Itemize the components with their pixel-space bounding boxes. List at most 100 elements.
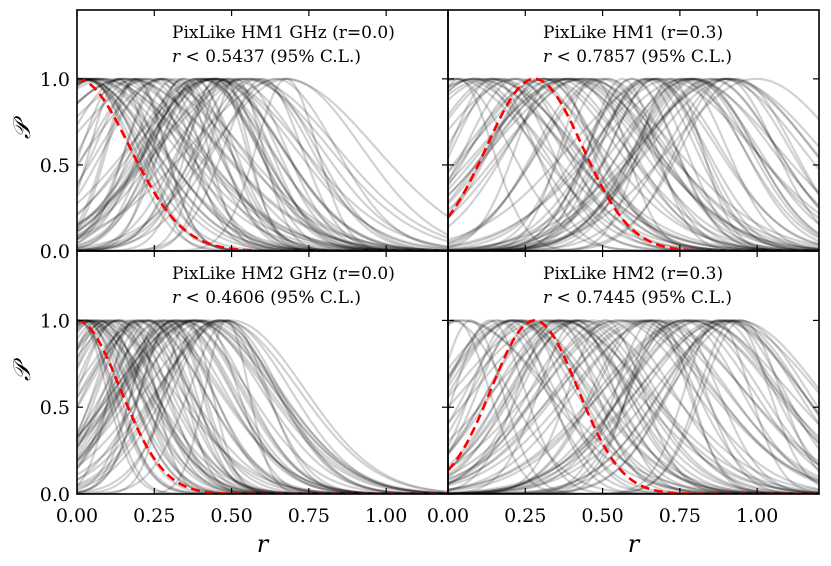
- realization-line: [448, 319, 819, 491]
- panel-bottom-left: 0.00 0.25 0.50 0.75 1.00 0.0 0.5 1.0 PixLike HM2…: [8, 250, 449, 558]
- realization-line: [77, 319, 448, 494]
- realization-line: [448, 319, 819, 494]
- realization-line: [77, 319, 448, 494]
- x-tick-label: 0.25: [504, 505, 546, 527]
- realization-line: [77, 319, 448, 494]
- realization-line: [77, 319, 448, 494]
- realization-line: [448, 319, 819, 494]
- realization-line: [77, 319, 448, 494]
- realization-line: [448, 77, 819, 251]
- realization-line: [448, 319, 819, 494]
- realization-line: [448, 77, 819, 251]
- realization-line: [448, 77, 819, 251]
- x-axis-label: r: [257, 530, 270, 558]
- realization-line: [77, 77, 448, 251]
- realization-line: [448, 77, 819, 251]
- realization-line: [77, 77, 448, 251]
- realization-line: [77, 319, 448, 494]
- realization-line: [77, 77, 448, 250]
- realization-line: [77, 319, 448, 494]
- realization-line: [448, 77, 819, 251]
- realization-line: [448, 77, 819, 251]
- realization-line: [77, 77, 448, 251]
- realization-line: [77, 77, 448, 251]
- realization-line: [448, 319, 819, 480]
- x-tick-label: 0.00: [56, 505, 98, 527]
- y-tick-label: 1.0: [40, 310, 70, 332]
- realization-line: [448, 319, 819, 491]
- realization-line: [448, 77, 819, 251]
- panel-top-right: PixLike HM1 (r=0.3) r < 0.7857 (95% C.L.): [447, 9, 820, 252]
- realization-line: [77, 77, 448, 251]
- realization-line: [448, 77, 819, 241]
- y-tick-label: 0.5: [40, 155, 70, 177]
- realization-line: [448, 319, 819, 494]
- realization-line: [77, 319, 448, 494]
- realization-line: [448, 319, 819, 493]
- realization-line: [77, 319, 448, 494]
- realization-line: [77, 77, 448, 251]
- realization-line: [448, 77, 819, 251]
- realization-line: [77, 319, 448, 494]
- y-axis-label: 𝒫: [8, 115, 36, 139]
- limit-variable: r: [172, 288, 181, 308]
- y-tick-label: 1.0: [40, 69, 70, 91]
- realization-line: [448, 319, 819, 494]
- realization-line: [448, 319, 819, 494]
- realization-line: [448, 319, 819, 494]
- realization-line: [77, 77, 448, 239]
- limit-variable: r: [172, 47, 181, 67]
- x-tick-label: 0.50: [210, 505, 252, 527]
- realization-line: [448, 77, 819, 251]
- y-tick-label: 0.0: [40, 484, 70, 506]
- x-tick-label: 0.25: [133, 505, 175, 527]
- realization-line: [448, 319, 819, 494]
- realization-line: [77, 77, 448, 251]
- realization-line: [448, 319, 819, 494]
- realization-line: [77, 77, 448, 251]
- x-tick-label: 1.00: [365, 505, 407, 527]
- realization-line: [77, 319, 448, 494]
- realization-line: [448, 319, 819, 494]
- mean-posterior-line: [448, 319, 819, 494]
- realization-line: [448, 77, 819, 251]
- limit-variable: r: [543, 47, 552, 67]
- limit-variable: r: [543, 288, 552, 308]
- realization-line: [448, 77, 819, 251]
- x-axis-label: r: [628, 530, 641, 558]
- realization-line: [448, 319, 819, 494]
- realization-line: [448, 319, 819, 494]
- realization-line: [77, 77, 448, 251]
- realization-line: [448, 319, 819, 487]
- realization-line: [77, 319, 448, 494]
- x-tick-label: 0.75: [659, 505, 701, 527]
- realization-line: [448, 319, 819, 494]
- plot-area: [77, 77, 448, 251]
- realization-line: [77, 319, 448, 494]
- realization-line: [77, 319, 448, 494]
- realization-line: [448, 77, 819, 251]
- y-tick-label: 0.0: [40, 241, 70, 263]
- realization-line: [77, 77, 448, 251]
- realization-line: [448, 77, 819, 251]
- realization-line: [77, 77, 448, 251]
- realization-line: [77, 319, 448, 494]
- y-tick-label: 0.5: [40, 397, 70, 419]
- realization-line: [448, 319, 819, 494]
- panel-title: PixLike HM2 (r=0.3): [543, 264, 723, 284]
- realization-line: [448, 319, 819, 494]
- realization-line: [448, 319, 819, 494]
- realization-line: [77, 319, 448, 494]
- realization-line: [77, 77, 448, 251]
- realization-line: [448, 77, 819, 251]
- realization-line: [448, 319, 819, 494]
- realization-line: [448, 77, 819, 250]
- realization-line: [448, 319, 819, 494]
- realization-line: [448, 319, 819, 494]
- realization-line: [448, 319, 819, 494]
- realization-line: [77, 319, 448, 493]
- realization-line: [77, 77, 448, 251]
- y-axis-label: 𝒫: [8, 357, 36, 381]
- realization-line: [77, 319, 448, 494]
